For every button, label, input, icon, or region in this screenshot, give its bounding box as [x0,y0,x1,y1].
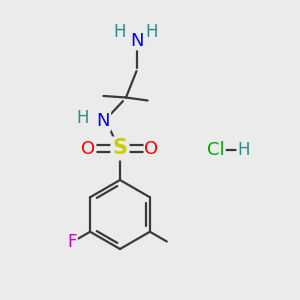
Text: H: H [145,23,158,41]
Text: S: S [112,139,128,158]
Text: H: H [114,23,126,41]
Text: H: H [77,109,89,127]
Text: F: F [67,233,77,251]
Text: N: N [97,112,110,130]
Text: N: N [130,32,143,50]
Text: O: O [81,140,96,158]
Text: Cl: Cl [207,141,225,159]
Text: H: H [237,141,250,159]
Text: O: O [144,140,159,158]
